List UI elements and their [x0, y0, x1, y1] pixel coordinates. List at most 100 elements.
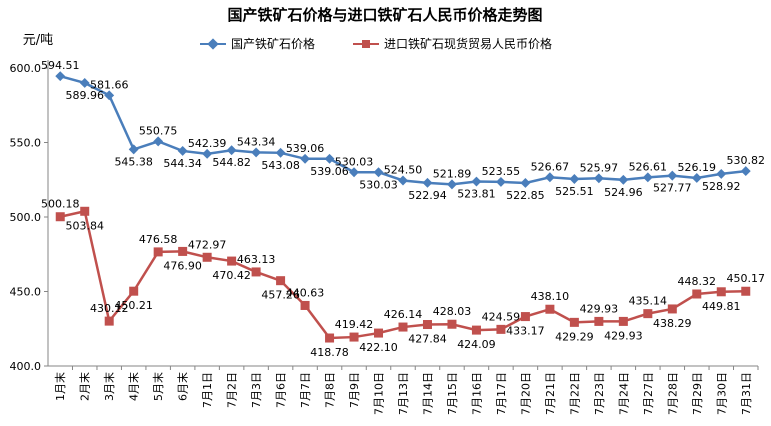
data-label: 581.66: [90, 78, 129, 91]
point-domestic: [300, 153, 311, 164]
chart-title: 国产铁矿石价格与进口铁矿石人民币价格走势图: [227, 6, 542, 24]
point-domestic: [569, 174, 580, 184]
data-label: 476.58: [139, 233, 178, 246]
point-domestic: [79, 78, 90, 88]
point-domestic: [740, 166, 751, 177]
x-tick-label: 7月31日: [740, 372, 753, 415]
data-label: 530.03: [359, 178, 398, 191]
data-label: 448.32: [678, 275, 717, 288]
data-label: 427.84: [408, 333, 447, 346]
x-tick-label: 7月20日: [519, 372, 532, 415]
point-domestic: [226, 145, 237, 156]
unit-label: 元/吨: [23, 33, 53, 48]
x-tick-label: 7月30日: [715, 372, 728, 415]
data-label: 589.96: [65, 89, 104, 102]
point-domestic: [373, 167, 384, 178]
data-label: 524.50: [384, 163, 423, 176]
point-domestic: [275, 147, 286, 158]
x-tick-label: 7月2日: [226, 372, 239, 408]
point-domestic: [716, 168, 727, 179]
data-label: 528.92: [702, 180, 741, 193]
point-import: [471, 325, 481, 335]
data-label: 440.63: [286, 286, 325, 299]
data-label: 530.82: [727, 154, 766, 167]
data-label: 503.84: [65, 219, 104, 232]
data-label: 539.06: [286, 142, 325, 155]
point-domestic: [177, 145, 188, 156]
x-tick-label: 7月17日: [495, 372, 508, 415]
data-label: 523.81: [457, 188, 496, 201]
data-label: 429.29: [555, 330, 594, 343]
data-label: 543.34: [237, 135, 276, 148]
data-label: 524.96: [604, 186, 643, 199]
data-label: 424.59: [482, 310, 521, 323]
point-import: [398, 322, 408, 332]
point-import: [520, 312, 530, 322]
data-label: 526.19: [678, 161, 717, 174]
data-label: 525.51: [555, 185, 594, 198]
point-import: [104, 316, 114, 326]
data-label: 433.17: [506, 325, 545, 338]
point-import: [447, 319, 457, 329]
data-label: 426.14: [384, 308, 423, 321]
point-import: [251, 267, 261, 277]
point-import: [667, 304, 677, 314]
x-tick-label: 7月1日: [201, 372, 214, 408]
x-tick-label: 1月末: [53, 372, 67, 401]
point-domestic: [520, 178, 531, 188]
point-domestic: [593, 173, 604, 184]
point-import: [55, 212, 65, 222]
x-tick-label: 7月27日: [642, 372, 655, 415]
x-tick-label: 5月末: [151, 372, 165, 401]
y-tick-label: 600.0: [10, 62, 42, 75]
point-domestic: [55, 71, 66, 82]
x-tick-label: 7月9日: [348, 372, 361, 408]
data-label: 526.61: [629, 160, 668, 173]
legend-marker-import: [362, 40, 370, 48]
point-import: [227, 256, 237, 266]
point-import: [178, 246, 188, 256]
y-tick-label: 550.0: [10, 137, 42, 150]
point-import: [374, 328, 384, 338]
data-label: 525.97: [580, 161, 619, 174]
data-label: 429.93: [580, 302, 619, 315]
data-label: 543.08: [261, 159, 300, 172]
point-domestic: [667, 170, 678, 181]
point-domestic: [153, 136, 164, 147]
point-import: [545, 304, 555, 314]
legend: 国产铁矿石价格 进口铁矿石现货贸易人民币价格: [200, 36, 552, 51]
point-import: [202, 252, 212, 262]
x-tick-label: 7月10日: [373, 372, 386, 415]
x-tick-label: 7月16日: [470, 372, 483, 415]
data-label: 457.26: [261, 289, 300, 302]
x-tick-label: 7月24日: [617, 372, 630, 415]
x-tick-label: 7月21日: [544, 372, 557, 415]
x-tick-label: 7月7日: [299, 372, 312, 408]
data-label: 435.14: [629, 295, 668, 308]
x-tick-label: 7月3日: [250, 372, 263, 408]
x-tick-label: 7月13日: [397, 372, 410, 415]
x-tick-label: 7月8日: [324, 372, 337, 408]
axes: [47, 60, 758, 367]
data-label: 526.67: [531, 160, 570, 173]
point-import: [300, 300, 310, 310]
x-tick-labels: 1月末 2月末 3月末 4月末 5月末 6月末 7月1日 7月2日 7月3日 7月6日 7月7日 7月…: [53, 366, 759, 415]
point-import: [643, 309, 653, 319]
data-label: 422.10: [359, 341, 398, 354]
point-import: [618, 316, 628, 326]
data-label: 500.18: [41, 198, 80, 211]
data-label: 470.42: [212, 269, 251, 282]
point-domestic: [349, 167, 359, 178]
data-label: 522.94: [408, 189, 447, 202]
x-tick-label: 2月末: [78, 372, 92, 401]
data-label: 544.34: [163, 157, 202, 170]
y-tick-label: 450.0: [10, 286, 42, 299]
data-label: 450.21: [114, 299, 153, 312]
data-label: 542.39: [188, 137, 227, 150]
data-label: 429.93: [604, 329, 643, 342]
data-label: 438.29: [653, 317, 692, 330]
x-tick-label: 7月6日: [275, 372, 288, 408]
point-domestic: [128, 144, 139, 155]
y-tick-labels: 400.0 450.0 500.0 550.0 600.0: [10, 62, 48, 373]
